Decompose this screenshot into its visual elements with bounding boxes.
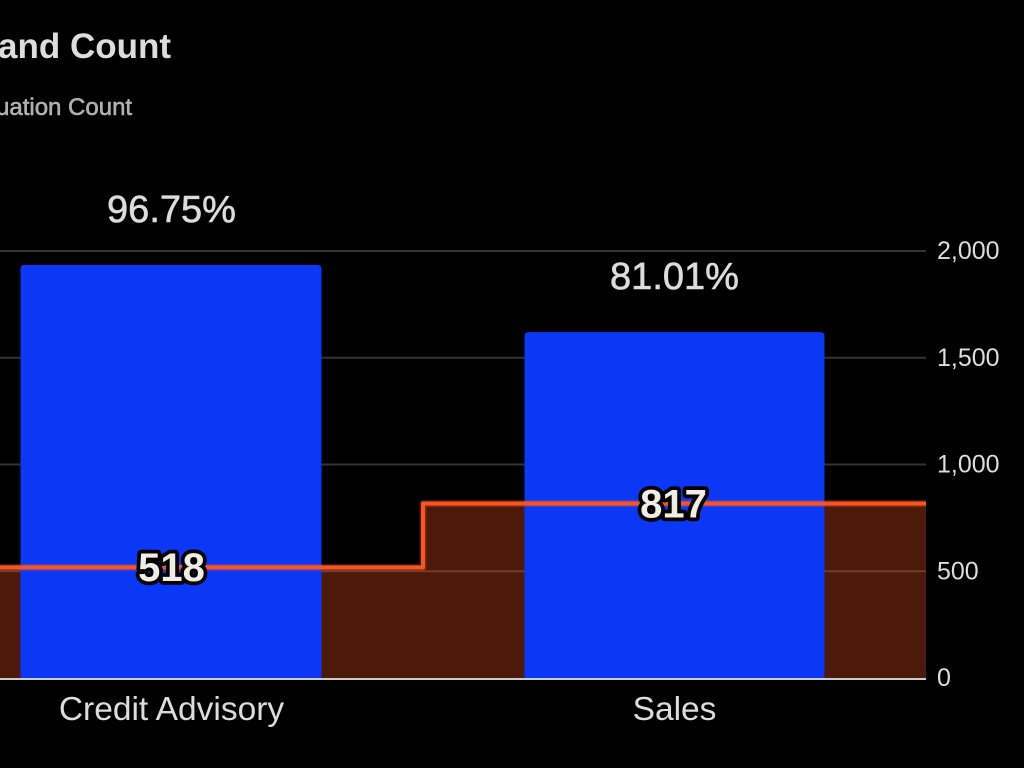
svg-text:1,500: 1,500 [937,344,1000,372]
svg-text:817: 817 [640,483,707,527]
svg-text:uation Count: uation Count [0,94,132,121]
svg-text:and Count: and Count [0,27,171,66]
svg-text:2,000: 2,000 [937,237,1000,265]
svg-text:1,000: 1,000 [937,451,1000,479]
svg-text:Credit Advisory: Credit Advisory [59,691,285,728]
svg-text:0: 0 [937,664,951,692]
svg-text:81.01%: 81.01% [610,256,739,298]
svg-text:96.75%: 96.75% [107,189,236,231]
svg-text:518: 518 [138,546,205,590]
svg-text:500: 500 [937,557,979,585]
svg-text:Sales: Sales [633,691,717,728]
